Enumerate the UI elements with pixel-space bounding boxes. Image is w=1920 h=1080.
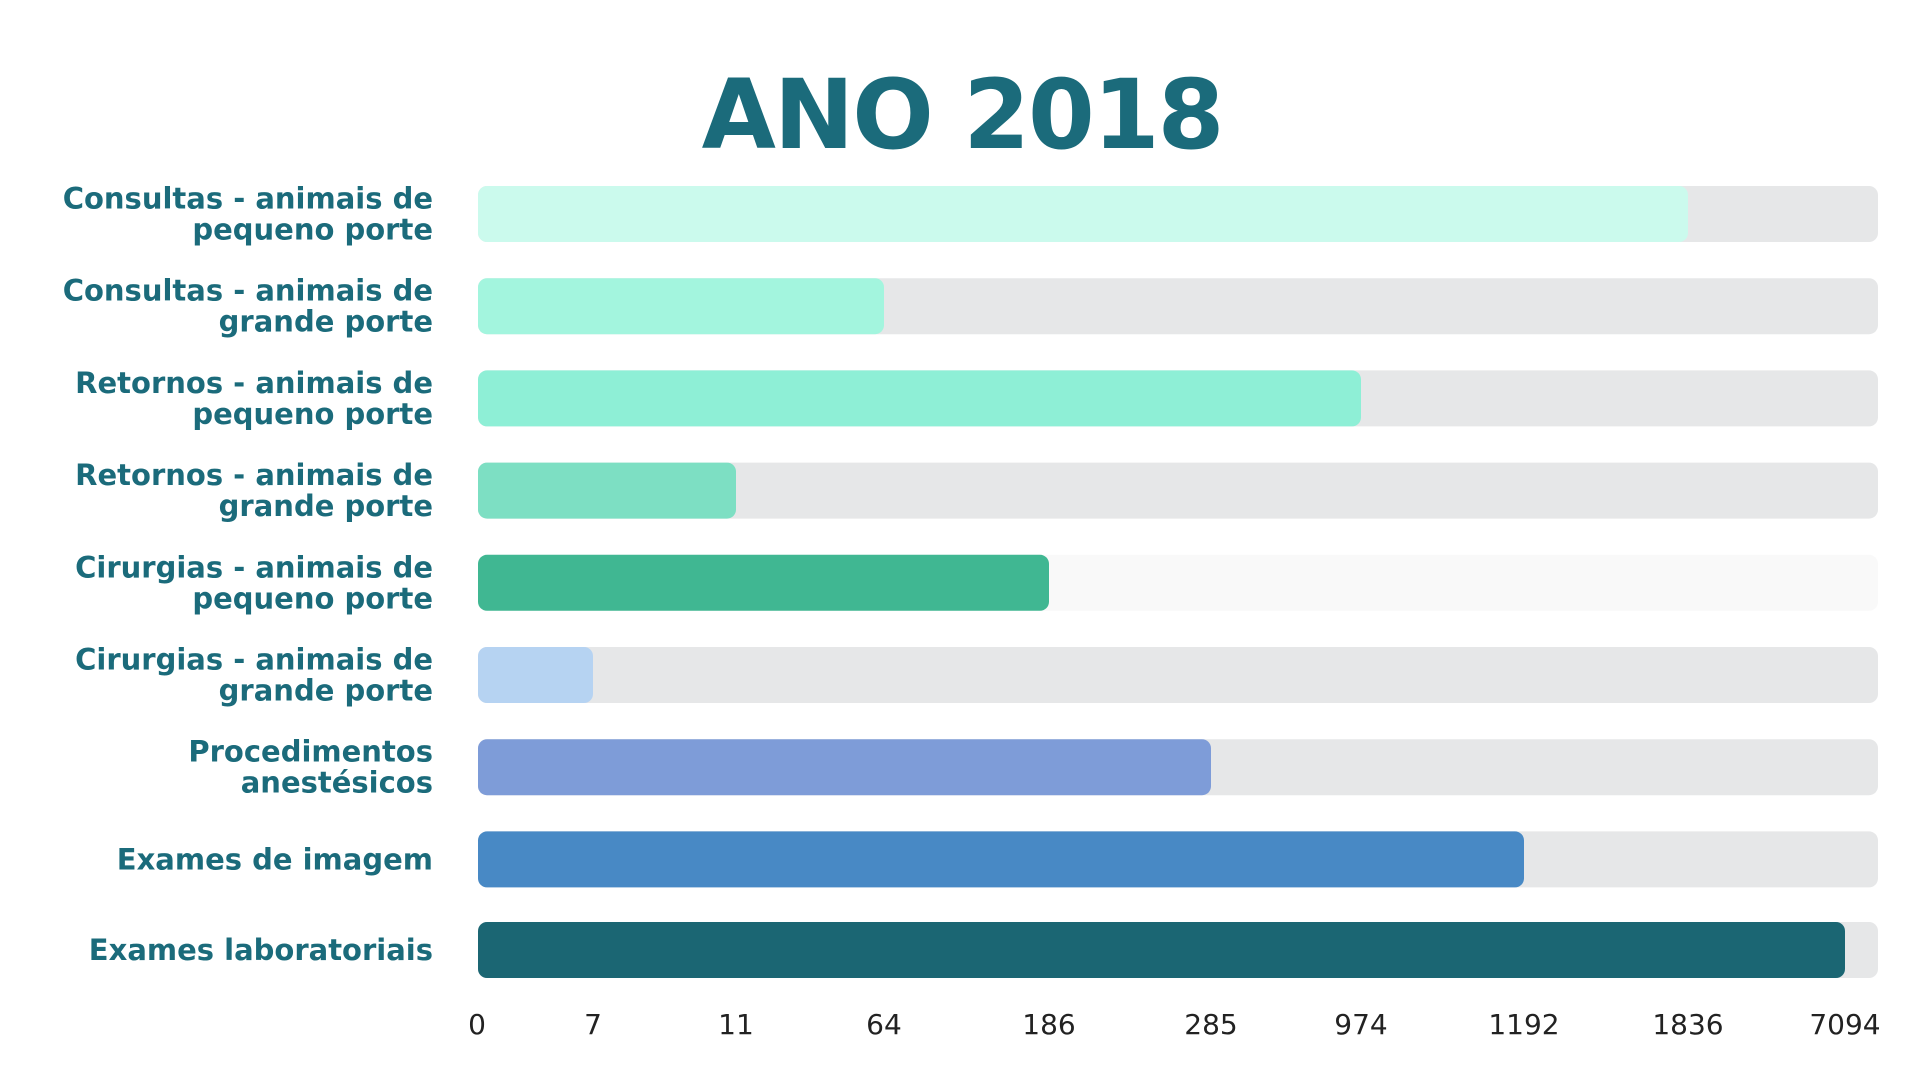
category-label: Cirurgias - animais de grande porte xyxy=(75,643,433,708)
x-tick-label: 0 xyxy=(468,1008,486,1041)
category-label: Cirurgias - animais de pequeno porte xyxy=(75,550,433,615)
category-labels: Consultas - animais de pequeno porte Consu… xyxy=(63,182,433,968)
x-tick-label: 974 xyxy=(1334,1008,1387,1041)
bars-layer xyxy=(478,186,1878,978)
bar-track xyxy=(478,647,1878,703)
x-tick-label: 11 xyxy=(718,1008,754,1041)
bar xyxy=(478,370,1361,427)
bar xyxy=(478,831,1524,888)
category-label: Exames de imagem xyxy=(117,842,433,876)
chart-title: ANO 2018 xyxy=(702,59,1223,171)
category-label: Consultas - animais de pequeno porte xyxy=(63,182,433,247)
bar xyxy=(478,922,1845,978)
category-label: Retornos - animais de grande porte xyxy=(75,458,433,523)
bar-track xyxy=(478,462,1878,519)
x-tick-label: 7094 xyxy=(1809,1008,1880,1041)
category-label: Procedimentos anestésicos xyxy=(188,735,433,800)
x-tick-label: 64 xyxy=(866,1008,902,1041)
x-tick-label: 186 xyxy=(1022,1008,1075,1041)
category-label: Retornos - animais de pequeno porte xyxy=(75,366,433,431)
category-label: Consultas - animais de grande porte xyxy=(63,274,433,339)
x-axis-tick-labels: 0 7 11 64 186 285 974 1192 1836 7094 xyxy=(468,1008,1881,1041)
x-tick-label: 1192 xyxy=(1488,1008,1559,1041)
bar xyxy=(478,554,1049,611)
x-tick-label: 1836 xyxy=(1652,1008,1723,1041)
category-label: Exames laboratoriais xyxy=(89,933,433,967)
bar xyxy=(478,462,736,519)
bar xyxy=(478,186,1688,242)
x-tick-label: 285 xyxy=(1184,1008,1237,1041)
bar xyxy=(478,278,884,335)
x-tick-label: 7 xyxy=(584,1008,602,1041)
bar xyxy=(478,739,1211,796)
bar xyxy=(478,647,593,703)
